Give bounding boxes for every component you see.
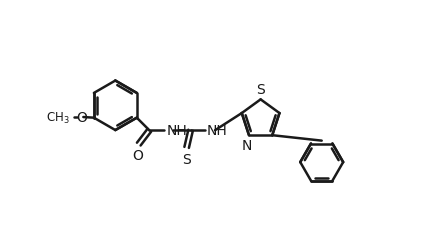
Text: S: S [256,83,265,97]
Text: O: O [132,148,143,163]
Text: NH: NH [166,123,187,137]
Text: NH: NH [207,123,228,137]
Text: S: S [182,152,191,166]
Text: CH$_3$: CH$_3$ [46,110,69,125]
Text: O: O [76,111,87,124]
Text: N: N [242,138,252,152]
